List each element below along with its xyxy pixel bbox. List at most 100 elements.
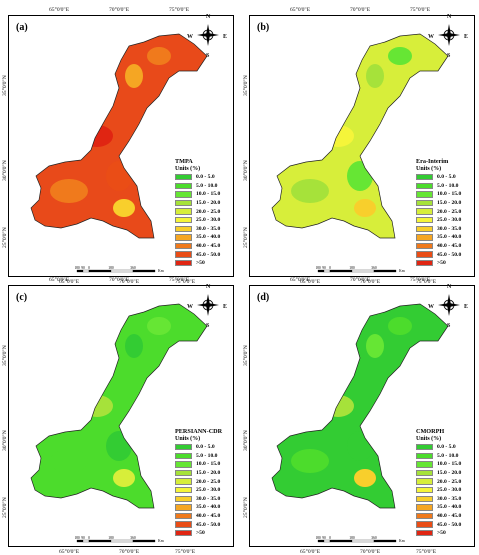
legend-item: 10.0 - 15.0 <box>175 190 235 199</box>
value-patch <box>125 334 143 358</box>
legend-label: 5.0 - 10.0 <box>437 182 459 189</box>
legend-units: Units (%) <box>416 166 442 172</box>
legend-label: 15.0 - 20.0 <box>196 200 221 207</box>
value-patch <box>366 64 384 88</box>
legend-swatch <box>175 478 192 485</box>
legend-label: 30.0 - 35.0 <box>437 225 462 232</box>
legend-label: 15.0 - 20.0 <box>196 470 221 477</box>
legend-item: 15.0 - 20.0 <box>175 199 235 208</box>
map-legend: TMPA Units (%) 0.0 - 5.0 5.0 - 10.0 10.0 - 1… <box>175 158 235 268</box>
legend-label: 30.0 - 35.0 <box>437 495 462 502</box>
legend-item: 30.0 - 35.0 <box>416 225 476 234</box>
longitude-label: 70°0'0"E <box>360 279 381 285</box>
legend-label: 0.0 - 5.0 <box>196 444 215 451</box>
scale-tick-label: 90 <box>81 266 85 270</box>
value-patch <box>347 161 373 191</box>
legend-title: CMORPH <box>416 428 445 435</box>
latitude-label: 35°0'0"N <box>243 345 249 366</box>
value-patch <box>50 449 88 473</box>
scale-tick-label: 90 <box>322 266 326 270</box>
legend-item: 30.0 - 35.0 <box>416 495 476 504</box>
map-panel: (d) 65°0'0"E 70°0'0"E 75°0'0"E 65°0'0"E 70°0'… <box>243 277 476 555</box>
legend-swatch <box>175 242 192 250</box>
map-legend: CMORPH Units (%) 0.0 - 5.0 5.0 - 10.0 10.0 -… <box>416 428 476 538</box>
legend-item: 15.0 - 20.0 <box>416 469 476 478</box>
legend-item: 0.0 - 5.0 <box>416 443 476 452</box>
legend-item: 5.0 - 10.0 <box>416 452 476 461</box>
legend-swatch <box>416 182 433 190</box>
legend-item: 15.0 - 20.0 <box>416 199 476 208</box>
value-patch <box>354 469 376 487</box>
country-map <box>30 33 208 239</box>
scale-unit: Km <box>399 269 405 273</box>
compass-letter: E <box>464 34 469 40</box>
legend-label: 40.0 - 45.0 <box>437 513 462 520</box>
compass-letter: E <box>464 304 469 310</box>
scale-tick-label: 360 <box>130 266 136 270</box>
legend-item: 0.0 - 5.0 <box>416 173 476 182</box>
longitude-label: 75°0'0"E <box>410 277 431 283</box>
legend-swatch <box>416 199 433 207</box>
scale-tick-label: 360 <box>130 536 136 540</box>
legend-label: 30.0 - 35.0 <box>196 495 221 502</box>
legend-label: 25.0 - 30.0 <box>437 217 462 224</box>
legend-label: 10.0 - 15.0 <box>196 461 221 468</box>
panel-label: (d) <box>257 292 270 303</box>
compass-letter: S <box>447 53 451 59</box>
legend-swatch <box>175 487 192 494</box>
legend-label: 5.0 - 10.0 <box>437 452 459 459</box>
map-legend: Era-Interim Units (%) 0.0 - 5.0 5.0 - 10.0 1… <box>416 158 476 268</box>
country-border <box>271 33 449 239</box>
legend-swatch <box>175 182 192 190</box>
legend-label: 0.0 - 5.0 <box>196 174 215 181</box>
compass-letter: S <box>447 323 451 329</box>
compass-letter: W <box>428 34 434 40</box>
value-patch <box>125 64 143 88</box>
longitude-label: 65°0'0"E <box>300 279 321 285</box>
legend-item: 5.0 - 10.0 <box>175 182 235 191</box>
legend-label: 25.0 - 30.0 <box>196 217 221 224</box>
legend-label: 45.0 - 50.0 <box>196 251 221 258</box>
legend-title: TMPA <box>175 158 193 165</box>
latitude-label: 35°0'0"N <box>2 345 8 366</box>
longitude-label: 70°0'0"E <box>119 279 140 285</box>
legend-swatch <box>416 251 433 258</box>
legend-swatch <box>416 469 433 477</box>
scale-tick-label: 360 <box>371 266 377 270</box>
legend-label: 10.0 - 15.0 <box>437 191 462 198</box>
scale-tick-label: 90 <box>322 536 326 540</box>
legend-title: Era-Interim <box>416 158 449 165</box>
legend-item: 25.0 - 30.0 <box>416 486 476 495</box>
legend-swatch <box>175 452 192 460</box>
legend-label: 20.0 - 25.0 <box>196 478 221 485</box>
legend-label: >50 <box>437 530 446 537</box>
country-border <box>271 303 449 509</box>
value-patch <box>291 449 329 473</box>
panel-label: (c) <box>16 292 28 303</box>
longitude-label: 70°0'0"E <box>109 7 130 13</box>
longitude-label: 70°0'0"E <box>350 7 371 13</box>
panel-label: (b) <box>257 22 270 33</box>
legend-label: 35.0 - 40.0 <box>437 234 462 241</box>
longitude-label: 65°0'0"E <box>49 7 70 13</box>
legend-label: 0.0 - 5.0 <box>437 444 456 451</box>
legend-swatch <box>175 191 192 198</box>
north-arrow-icon <box>197 294 219 316</box>
legend-label: 10.0 - 15.0 <box>196 191 221 198</box>
longitude-label: 65°0'0"E <box>59 279 80 285</box>
legend-swatch <box>175 461 192 468</box>
legend-label: 35.0 - 40.0 <box>196 504 221 511</box>
longitude-label: 65°0'0"E <box>49 277 70 283</box>
scale-tick-label: 0 <box>88 266 90 270</box>
legend-item: 40.0 - 45.0 <box>175 512 235 521</box>
value-patch <box>147 47 171 65</box>
legend-item: 45.0 - 50.0 <box>175 250 235 259</box>
legend-swatch <box>175 495 192 503</box>
legend-swatch <box>416 530 433 537</box>
latitude-label: 35°0'0"N <box>243 75 249 96</box>
latitude-label: 25°0'0"N <box>2 227 8 248</box>
map-panel: (a) 65°0'0"E 70°0'0"E 75°0'0"E 65°0'0"E 70°0'… <box>2 7 235 285</box>
legend-label: 10.0 - 15.0 <box>437 461 462 468</box>
